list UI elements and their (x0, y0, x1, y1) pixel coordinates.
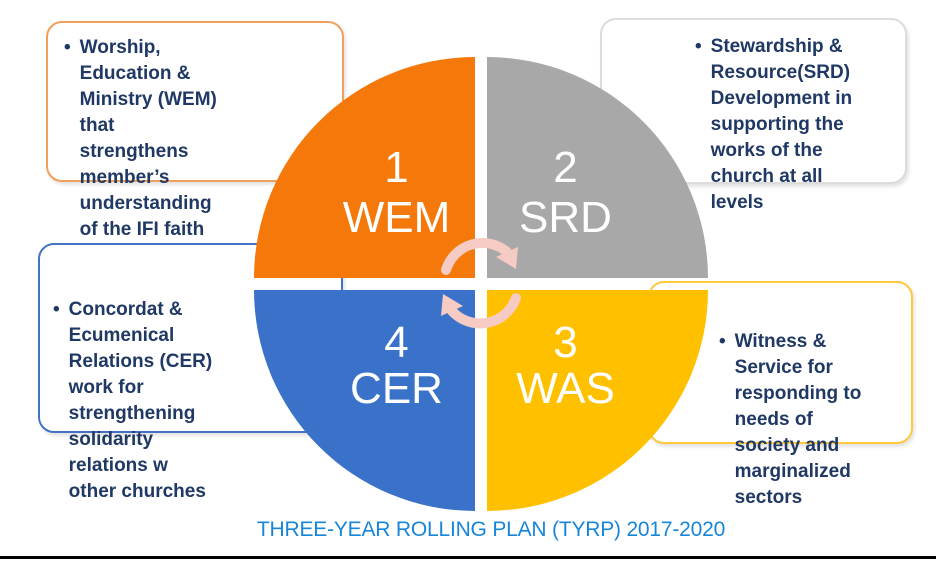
quadrant-was: 3 WAS (487, 290, 708, 511)
quadrant-srd-label: 2 SRD (455, 143, 676, 243)
diagram-title: THREE-YEAR ROLLING PLAN (TYRP) 2017-2020 (256, 518, 726, 541)
quadrant-cer-number: 4 (384, 318, 409, 367)
quadrant-cer: 4 CER (254, 290, 475, 511)
quadrant-srd-number: 2 (553, 143, 578, 192)
quadrant-was-number: 3 (553, 318, 578, 367)
bullet-icon: • (719, 331, 726, 352)
callout-text-cer: • Concordat & Ecumenical Relations (CER)… (53, 297, 212, 505)
bullet-icon: • (64, 37, 71, 58)
quadrant-srd-code: SRD (519, 193, 612, 242)
callout-text-srd: • Stewardship & Resource(SRD) Developmen… (695, 34, 852, 216)
bottom-divider (0, 556, 936, 559)
quadrant-cer-code: CER (350, 364, 443, 413)
callout-text-wem: • Worship, Education & Ministry (WEM) th… (64, 35, 217, 243)
callout-was-lines: Witness & Service for responding to need… (734, 331, 862, 508)
callout-cer-lines: Concordat & Ecumenical Relations (CER) w… (68, 299, 213, 502)
bullet-icon: • (695, 36, 702, 57)
quadrant-wem-code: WEM (342, 193, 451, 242)
callout-text-was: • Witness & Service for responding to ne… (719, 329, 861, 511)
callout-srd-lines: Stewardship & Resource(SRD) Development … (710, 36, 853, 213)
bullet-icon: • (53, 299, 60, 320)
quadrant-was-label: 3 WAS (455, 320, 676, 412)
callout-box-wem (46, 21, 344, 182)
quadrant-cer-label: 4 CER (286, 320, 507, 412)
quadrant-was-code: WAS (516, 364, 615, 413)
callout-wem-lines: Worship, Education & Ministry (WEM) that… (79, 37, 217, 240)
quadrant-wem-number: 1 (384, 143, 409, 192)
quadrant-wem-label: 1 WEM (286, 143, 507, 243)
